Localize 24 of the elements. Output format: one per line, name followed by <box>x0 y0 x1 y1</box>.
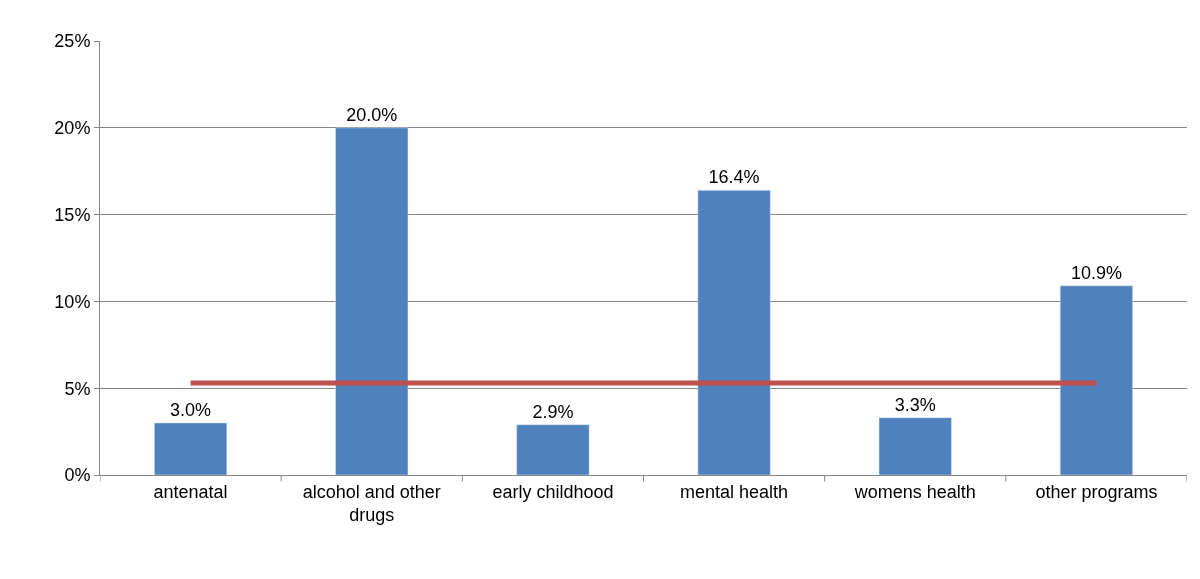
bar <box>516 424 590 475</box>
y-tick-label: 0% <box>64 465 91 486</box>
x-tick-label: womens health <box>853 481 976 502</box>
bar <box>878 417 952 475</box>
y-tick-label: 25% <box>54 31 91 52</box>
data-label: 3.0% <box>170 399 212 420</box>
y-tick-label: 5% <box>64 378 91 399</box>
x-tick-label: mental health <box>680 481 789 502</box>
y-tick-label: 15% <box>54 204 91 225</box>
data-label: 10.9% <box>1070 262 1122 283</box>
data-label: 16.4% <box>708 167 760 188</box>
x-tick-label: alcohol and other drugs <box>302 481 441 525</box>
bar <box>697 190 771 475</box>
bar <box>335 127 409 475</box>
x-tick-label: other programs <box>1035 481 1158 502</box>
x-tick-label: antenatal <box>153 481 228 502</box>
data-label: 3.3% <box>894 394 936 415</box>
x-tick-label: early childhood <box>492 481 614 502</box>
bar <box>1059 285 1133 475</box>
bar <box>154 422 228 475</box>
data-label: 2.9% <box>532 401 574 422</box>
y-tick-label: 10% <box>54 291 91 312</box>
data-label: 20.0% <box>346 104 398 125</box>
y-tick-label: 20% <box>54 118 91 139</box>
